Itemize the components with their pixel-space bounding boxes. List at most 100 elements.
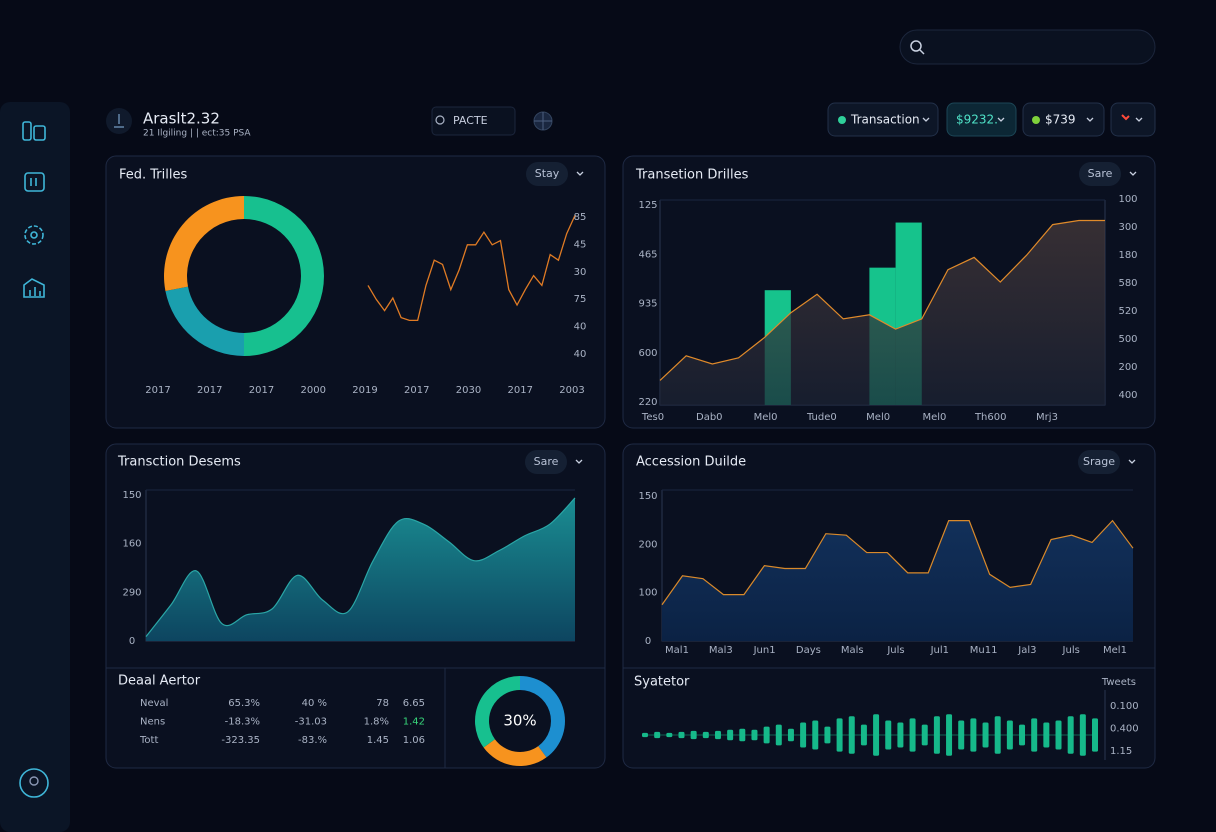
alert-button[interactable]	[1110, 102, 1156, 137]
alert-icon	[1121, 114, 1130, 121]
chevrons	[922, 117, 1143, 122]
table-cell: -323.35	[221, 735, 260, 746]
panel-button-label: Srage	[1083, 455, 1115, 468]
x-tick-label: Dab0	[696, 412, 723, 423]
panel-button[interactable]	[1078, 450, 1120, 474]
table-cell: 1.06	[403, 735, 425, 746]
panel-button[interactable]	[526, 162, 568, 186]
bar	[690, 730, 697, 740]
table-title: Deaal Aertor	[118, 674, 201, 689]
search-icon	[435, 115, 445, 125]
y-tick-label: 400	[1118, 390, 1137, 401]
bar	[982, 722, 989, 748]
bar	[921, 724, 928, 746]
x-tick-label: Mal1	[665, 645, 689, 656]
bar	[1079, 714, 1086, 756]
bar	[1019, 724, 1026, 746]
panel-button-label: Sare	[1088, 167, 1113, 180]
table-cell: 65.3%	[228, 698, 260, 709]
panel-chevron[interactable]	[1128, 459, 1136, 464]
donut-segment	[165, 286, 244, 356]
y-tick-label: 520	[1118, 306, 1137, 317]
search-label: PACTE	[453, 114, 488, 127]
bar	[848, 716, 855, 754]
y-tick-label: 40	[574, 349, 587, 360]
bar	[933, 716, 940, 754]
x-tick-label: 2000	[301, 385, 326, 396]
panel	[105, 155, 606, 429]
x-tick-label: Mrj3	[1036, 412, 1058, 423]
search-box[interactable]	[899, 29, 1156, 65]
nav-icon[interactable]	[24, 172, 45, 192]
x-tick-label: Mal3	[709, 645, 733, 656]
profile-button[interactable]	[19, 768, 49, 798]
x-tick-label: Jal3	[1017, 645, 1036, 656]
table-cell: 40 %	[302, 698, 327, 709]
y-tick-label: 1.15	[1110, 746, 1132, 757]
nav-icon[interactable]	[23, 278, 45, 298]
donut-segment	[244, 196, 324, 356]
panel-chevron[interactable]	[576, 171, 584, 176]
donut-segment	[164, 196, 244, 291]
bar	[909, 718, 916, 752]
y-tick-label: 100	[1118, 194, 1137, 205]
search-icon	[910, 40, 922, 52]
x-tick-label: 2030	[456, 385, 481, 396]
y-tick-label: 150	[122, 490, 141, 501]
axis-line	[146, 199, 1133, 491]
x-tick-label: 2017	[508, 385, 533, 396]
y-tick-label: 40	[574, 322, 587, 333]
bar	[642, 732, 648, 738]
y-tick-label: 0	[129, 636, 135, 647]
panel-button[interactable]	[1079, 162, 1121, 186]
nav-icon[interactable]	[22, 121, 46, 141]
y-tick-label: 150	[638, 491, 657, 502]
x-tick-label: Mel0	[866, 412, 890, 423]
filter-button[interactable]	[827, 102, 939, 137]
y-tick-label: 0.400	[1110, 724, 1139, 735]
x-tick-label: 2017	[404, 385, 429, 396]
area	[662, 520, 1133, 641]
line	[367, 215, 576, 322]
y-tick-label: 290	[122, 587, 141, 598]
bar	[1055, 720, 1062, 750]
panel-button-label: Sare	[534, 455, 559, 468]
balance-label: $9232.	[956, 113, 998, 127]
nav-icon[interactable]	[24, 225, 44, 245]
x-tick-label: Juls	[886, 645, 904, 656]
balance-button[interactable]	[946, 102, 1017, 137]
x-tick-label: Th600	[974, 412, 1007, 423]
panel-button-label: Stay	[535, 167, 560, 180]
panel-chevron[interactable]	[575, 459, 583, 464]
x-tick-label: Jun1	[753, 645, 776, 656]
panel-chevron[interactable]	[1129, 171, 1137, 176]
table-cell: 1.42	[403, 717, 425, 728]
x-tick-label: 2003	[559, 385, 584, 396]
y-tick-label: 580	[1118, 278, 1137, 289]
app-subtitle: 21 Ilgiling | | ect:35 PSA	[143, 129, 251, 139]
x-tick-label: 2017	[249, 385, 274, 396]
x-tick-label: 2017	[145, 385, 170, 396]
bar	[970, 718, 977, 752]
table-cell: Neval	[140, 698, 168, 709]
x-tick-label: Tes0	[641, 412, 664, 423]
y-tick-label: 935	[638, 299, 657, 310]
y-tick-label: 85	[574, 212, 587, 223]
table-cell: 6.65	[403, 698, 425, 709]
table-cell: Nens	[140, 717, 165, 728]
search-field[interactable]	[431, 106, 516, 136]
panel-title: Syatetor	[634, 675, 690, 690]
wallet-button[interactable]	[1022, 102, 1105, 137]
wallet-label: $739	[1045, 113, 1076, 127]
panel-button[interactable]	[525, 450, 567, 474]
panel-title: Transetion Drilles	[635, 168, 749, 183]
area-line	[145, 497, 576, 637]
panel-title: Accession Duilde	[636, 455, 746, 470]
app-title: Araslt2.32	[143, 110, 220, 128]
panel-title: Transction Desems	[117, 455, 241, 470]
x-tick-label: Tude0	[806, 412, 837, 423]
donut-segment	[475, 676, 520, 748]
charts: Fed. Trilles Stay 85 45 30 75 40 40 2017 2017 2017…	[117, 162, 1139, 766]
bar	[897, 722, 904, 748]
table-cell: 1.8%	[364, 717, 389, 728]
